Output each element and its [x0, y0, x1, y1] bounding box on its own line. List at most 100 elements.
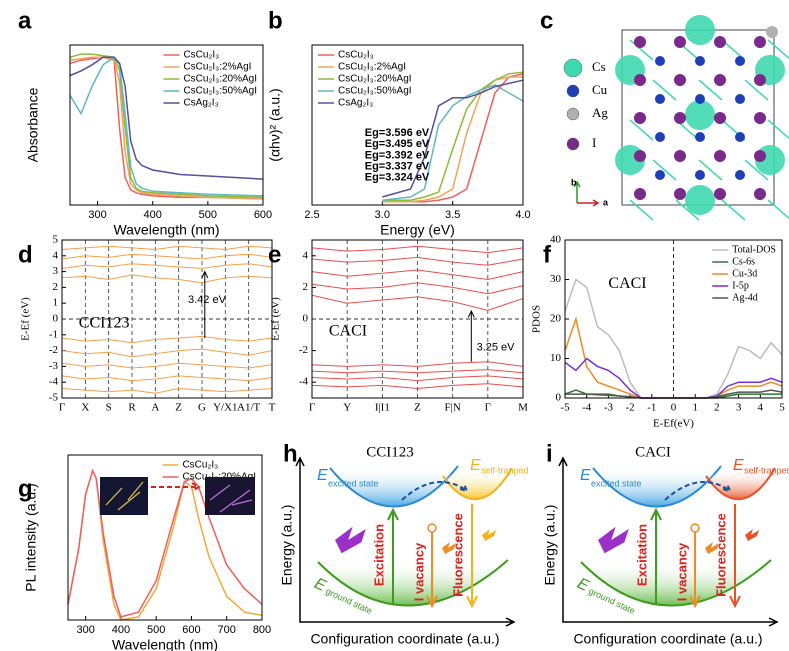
self-trapped-curve: [705, 467, 776, 501]
x-tick-label: Z: [175, 402, 182, 414]
axis-label: a: [603, 197, 609, 207]
diagram-title: CCI123: [366, 444, 414, 460]
x-tick-label: 300: [76, 624, 94, 636]
y-tick-label: 1: [53, 297, 59, 309]
process-label: Excitation: [371, 524, 386, 586]
x-axis-label: Wavelength (nm): [112, 637, 218, 651]
atom-i: [634, 188, 646, 200]
atom-i: [674, 112, 686, 124]
inset-image: [100, 477, 148, 515]
y-tick-label: 10: [550, 352, 562, 364]
bond: [744, 159, 769, 181]
excitation-arrow: [387, 507, 399, 604]
y-axis-label: Absorbance: [25, 87, 41, 162]
axes: [295, 456, 516, 627]
series-line: [382, 71, 524, 201]
x-tick-label: 3.5: [445, 209, 460, 221]
bond: [698, 79, 723, 101]
x-tick-label: A: [151, 402, 159, 414]
legend-atom: [566, 137, 580, 151]
atom-cu: [695, 170, 705, 180]
legend-label: CsCu₂I₃: [338, 50, 374, 61]
atom-i: [674, 150, 686, 162]
legend-label: Ag: [592, 105, 608, 120]
plot-frame: [69, 44, 264, 206]
x-axis-label: Energy (eV): [380, 222, 455, 238]
x-tick-label: Y: [343, 402, 351, 414]
series-line: [69, 53, 264, 199]
atom-i: [754, 36, 766, 48]
bond: [721, 199, 746, 221]
lightning-icon: [705, 542, 719, 555]
panel-label: i: [546, 440, 553, 467]
x-tick-label: 3.0: [375, 209, 390, 221]
bond: [629, 119, 654, 141]
x-tick-label: Y/X1: [213, 402, 237, 414]
series-line: [311, 245, 524, 254]
annotation: Eg=3.392 eV: [365, 149, 430, 161]
legend-label: Cs: [592, 59, 606, 74]
series-line: [311, 256, 524, 266]
y-tick-label: -4: [49, 376, 59, 388]
atom-cu: [655, 56, 665, 66]
state-symbol: E: [580, 467, 591, 484]
atom-cu: [735, 94, 745, 104]
chart-panel: a 300 400 500 600 Wavelength (nm) Absorbance Cs…: [18, 7, 272, 237]
series-line: [61, 362, 273, 369]
series-line: [564, 316, 783, 399]
y-axis-label: PDOS: [531, 305, 543, 333]
x-tick-label: -3: [604, 402, 614, 414]
annotation: CCI123: [79, 314, 130, 331]
process-label: I vacancy: [674, 542, 689, 601]
legend-label: Cs-6s: [732, 256, 755, 267]
legend-label: I: [592, 135, 596, 150]
vacancy-arrow: [426, 532, 438, 609]
x-tick-label: F|N: [445, 402, 461, 414]
atom-cs: [685, 185, 715, 215]
legend-label: CsAg₂I₃: [183, 98, 218, 109]
y-tick-label: -2: [49, 344, 58, 356]
vacancy-arrow: [689, 532, 701, 609]
bond: [629, 39, 654, 61]
x-tick-label: 600: [182, 624, 200, 636]
gap-arrow: [467, 309, 475, 362]
x-tick-label: Z: [414, 402, 421, 414]
excited-state-curve: [329, 465, 459, 508]
y-tick-label: 2: [53, 281, 59, 293]
legend-label: Ag-4d: [732, 292, 758, 303]
gap-arrow: [201, 270, 209, 338]
atom-cs: [685, 15, 715, 45]
panel-label: a: [18, 7, 32, 34]
x-tick-label: Γ: [59, 402, 65, 414]
series-line: [61, 335, 273, 344]
series-line: [311, 369, 524, 374]
inset-arrow: [151, 482, 202, 492]
atom-i: [634, 150, 646, 162]
series-line: [311, 383, 524, 390]
relaxation-arrow: [401, 481, 469, 501]
series-line: [69, 56, 264, 200]
atom-i: [674, 188, 686, 200]
series-line: [61, 245, 273, 251]
legend-label: CsCu₂I₃:2%AgI: [338, 62, 406, 73]
series-line: [69, 56, 264, 200]
legend: CsCu₂I₃CsCu₂I₃:2%AgICsCu₂I₃:20%AgICsCu₂I…: [163, 50, 257, 109]
series-line: [61, 348, 273, 358]
axes: [558, 456, 779, 627]
y-axis-label: (αhν)² (a.u.): [267, 88, 283, 161]
inset-image: [205, 477, 255, 515]
process-label: Excitation: [634, 524, 649, 586]
x-tick-label: 400: [112, 624, 130, 636]
atom-i: [754, 150, 766, 162]
panel-label: f: [543, 241, 552, 268]
legend-label: CsCu₂I₃:50%AgI: [338, 86, 412, 97]
inset-crystals: [105, 481, 144, 511]
atom-i: [714, 112, 726, 124]
atom-cu: [695, 132, 705, 142]
legend-label: CsCu₂I₃: [183, 50, 219, 61]
x-tick-label: X: [81, 402, 89, 414]
chart-panel: b 2.5 3.0 3.5 4.0 Energy (eV) (αhν)² (a.u.) Eg=…: [267, 7, 531, 237]
y-tick-label: -3: [49, 360, 59, 372]
y-tick-label: -2: [299, 344, 308, 356]
